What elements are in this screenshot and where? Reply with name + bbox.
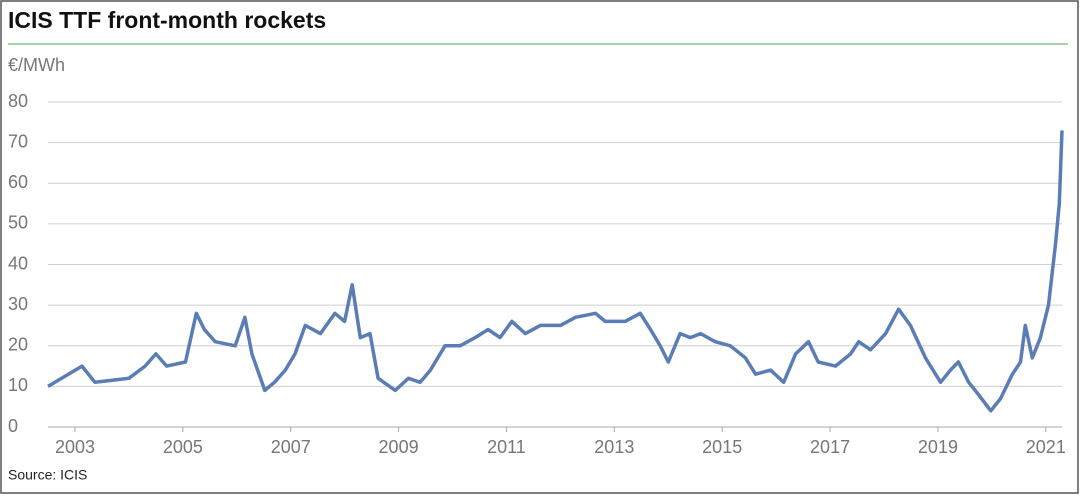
- x-tick-label: 2009: [379, 437, 419, 457]
- x-tick-label: 2019: [918, 437, 958, 457]
- data-line: [47, 130, 1064, 413]
- x-tick-label: 2021: [1026, 437, 1066, 457]
- y-axis-label: €/MWh: [8, 55, 65, 75]
- y-tick-label: 50: [8, 213, 28, 233]
- x-tick-label: 2013: [594, 437, 634, 457]
- y-tick-label: 30: [8, 294, 28, 314]
- y-tick-label: 70: [8, 131, 28, 151]
- y-tick-label: 0: [8, 416, 18, 436]
- source-note: Source: ICIS: [8, 467, 87, 483]
- y-tick-label: 40: [8, 253, 28, 273]
- y-tick-label: 10: [8, 375, 28, 395]
- x-tick-label: 2003: [55, 437, 95, 457]
- x-tick-label: 2011: [487, 437, 526, 457]
- x-tick-label: 2007: [271, 437, 311, 457]
- x-tick-label: 2017: [810, 437, 850, 457]
- x-tick-label: 2005: [163, 437, 203, 457]
- y-tick-label: 20: [8, 335, 28, 355]
- x-tick-label: 2015: [702, 437, 742, 457]
- y-tick-label: 80: [8, 91, 28, 111]
- y-tick-label: 60: [8, 172, 28, 192]
- chart-title: ICIS TTF front-month rockets: [8, 7, 326, 33]
